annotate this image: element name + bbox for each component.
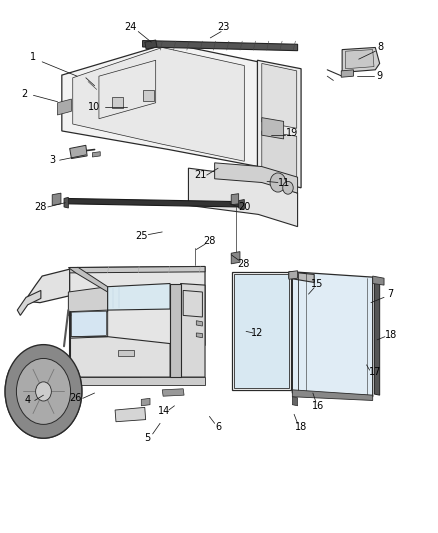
Polygon shape: [73, 47, 244, 161]
Polygon shape: [289, 271, 297, 279]
Text: 11: 11: [278, 177, 290, 188]
Polygon shape: [64, 197, 68, 208]
Circle shape: [16, 359, 71, 424]
Text: 28: 28: [35, 202, 47, 212]
Polygon shape: [68, 268, 108, 292]
Polygon shape: [292, 272, 373, 397]
Polygon shape: [341, 70, 353, 77]
Polygon shape: [215, 163, 297, 193]
Text: 15: 15: [311, 279, 323, 288]
Polygon shape: [262, 118, 284, 139]
Polygon shape: [289, 272, 314, 282]
Text: 9: 9: [377, 71, 383, 81]
Polygon shape: [162, 389, 184, 396]
Polygon shape: [196, 333, 202, 338]
Polygon shape: [374, 278, 380, 395]
Text: 23: 23: [217, 22, 230, 33]
Polygon shape: [70, 266, 205, 273]
Polygon shape: [68, 287, 108, 316]
Text: 5: 5: [144, 433, 150, 443]
Polygon shape: [70, 266, 205, 378]
Text: 1: 1: [30, 52, 36, 61]
Text: 10: 10: [88, 102, 101, 112]
Polygon shape: [65, 198, 240, 207]
Polygon shape: [115, 407, 146, 422]
Polygon shape: [188, 168, 297, 227]
Polygon shape: [262, 131, 297, 184]
Polygon shape: [196, 321, 202, 326]
Polygon shape: [70, 377, 205, 384]
Polygon shape: [262, 63, 297, 128]
Polygon shape: [52, 193, 61, 205]
Polygon shape: [118, 351, 134, 356]
Circle shape: [283, 181, 293, 194]
Polygon shape: [70, 146, 87, 159]
Text: 17: 17: [369, 367, 381, 377]
Polygon shape: [342, 47, 380, 72]
Text: 3: 3: [49, 155, 55, 165]
Polygon shape: [231, 193, 239, 205]
Text: 16: 16: [312, 401, 325, 411]
Text: 14: 14: [158, 406, 170, 416]
Text: 6: 6: [215, 422, 221, 432]
Polygon shape: [258, 60, 301, 188]
Polygon shape: [231, 252, 240, 264]
Text: 21: 21: [194, 170, 207, 180]
Polygon shape: [143, 90, 153, 101]
Polygon shape: [180, 284, 205, 377]
Polygon shape: [17, 290, 41, 316]
Polygon shape: [143, 41, 297, 51]
Text: 7: 7: [387, 289, 393, 299]
Polygon shape: [92, 152, 100, 157]
Text: 12: 12: [251, 328, 264, 338]
Text: 20: 20: [238, 202, 251, 212]
Polygon shape: [292, 390, 373, 400]
Polygon shape: [292, 397, 297, 406]
Text: 8: 8: [378, 43, 384, 52]
Polygon shape: [71, 311, 106, 337]
Text: 4: 4: [25, 395, 31, 406]
Polygon shape: [170, 284, 180, 377]
Polygon shape: [346, 50, 374, 69]
Polygon shape: [239, 199, 244, 209]
Text: 28: 28: [203, 236, 215, 246]
Polygon shape: [141, 398, 150, 406]
Text: 28: 28: [237, 259, 249, 269]
Polygon shape: [373, 276, 384, 285]
Polygon shape: [108, 284, 170, 310]
Polygon shape: [113, 98, 123, 108]
Circle shape: [35, 382, 51, 401]
Text: 24: 24: [125, 22, 137, 33]
Polygon shape: [234, 274, 289, 387]
Text: 25: 25: [135, 231, 148, 241]
Text: 18: 18: [295, 422, 307, 432]
Polygon shape: [25, 269, 70, 303]
Text: 18: 18: [385, 329, 398, 340]
Polygon shape: [57, 99, 71, 115]
Polygon shape: [145, 40, 157, 49]
Text: 2: 2: [21, 88, 28, 99]
Text: 19: 19: [286, 127, 298, 138]
Polygon shape: [62, 43, 258, 166]
Circle shape: [270, 173, 286, 192]
Polygon shape: [70, 337, 170, 377]
Circle shape: [5, 345, 82, 438]
Text: 26: 26: [70, 393, 82, 403]
